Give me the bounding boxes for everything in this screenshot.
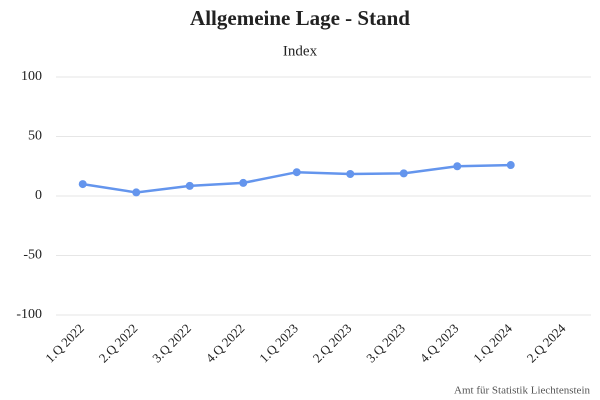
point <box>346 169 355 178</box>
point <box>506 161 515 170</box>
point <box>399 169 408 178</box>
point <box>292 168 301 177</box>
point <box>453 162 462 171</box>
credit: Amt für Statistik Liechtenstein <box>454 385 590 397</box>
point <box>78 180 87 189</box>
chart-title: Allgemeine Lage - Stand <box>190 6 410 30</box>
y-tick-label: -100 <box>16 307 42 322</box>
y-tick-label: 0 <box>35 188 42 203</box>
y-tick-label: -50 <box>23 248 42 263</box>
point <box>185 181 194 190</box>
point <box>132 188 141 197</box>
chart-subtitle: Index <box>283 43 318 59</box>
y-tick-label: 100 <box>21 69 42 84</box>
y-tick-label: 50 <box>28 129 42 144</box>
point <box>239 178 248 187</box>
